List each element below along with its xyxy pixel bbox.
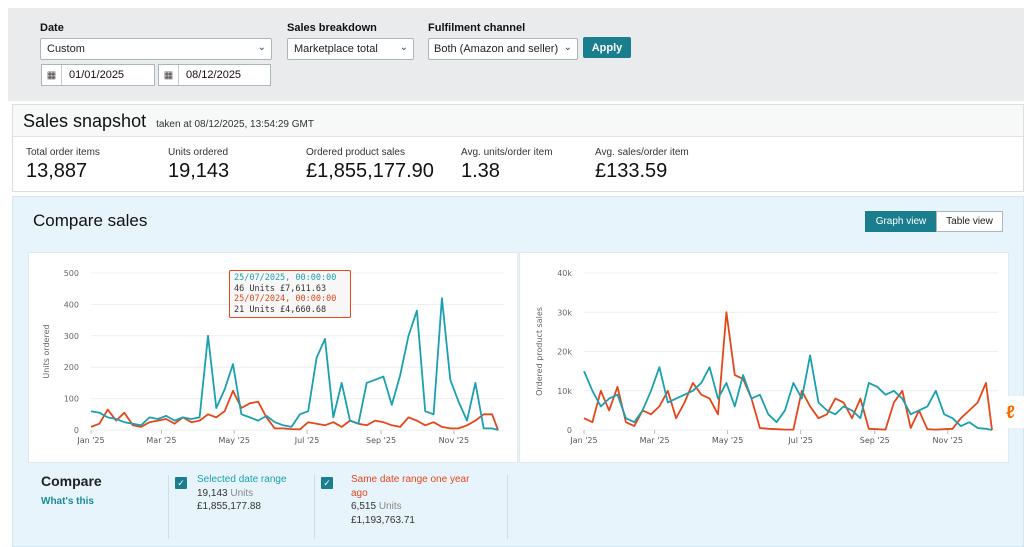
metric-label: Avg. sales/order item [595, 147, 689, 158]
date-select[interactable]: Custom ⌄ [40, 38, 272, 60]
breakdown-select-value: Marketplace total [294, 43, 378, 55]
selected-range-label: Selected date range [197, 474, 287, 485]
date-select-value: Custom [47, 43, 85, 55]
snapshot-title: Sales snapshot [23, 111, 147, 131]
selected-range-line [90, 297, 499, 431]
units-word: Units [378, 501, 402, 512]
compare-sales-section: Compare sales Graph view Table view 0 100… [12, 196, 1024, 547]
end-date-field[interactable]: ▦ 08/12/2025 [158, 64, 271, 86]
tooltip-value-previous: 21 Units £4,660.68 [234, 304, 327, 315]
metric-avg-units: Avg. units/order item 1.38 [461, 147, 553, 183]
metric-label: Avg. units/order item [461, 147, 553, 158]
metric-label: Ordered product sales [306, 147, 405, 158]
units-chart: 0 100 200 300 400 500 Jan '25 Mar '25 May '25 Jul… [28, 252, 518, 463]
x-tick-label: Jan '25 [76, 436, 104, 445]
previous-year-line [90, 389, 499, 431]
metric-units-ordered: Units ordered 19,143 [168, 147, 229, 183]
chevron-down-icon: ⌄ [257, 42, 266, 53]
start-date-value: 01/01/2025 [69, 69, 125, 81]
y-tick-label: 200 [64, 363, 79, 372]
filter-panel: Date Custom ⌄ ▦ 01/01/2025 ▦ 08/12/2025 Sal… [8, 8, 1024, 101]
chevron-down-icon: ⌄ [563, 42, 572, 53]
selected-units: 19,143 [197, 487, 228, 499]
x-tick-label: Sep '25 [860, 436, 890, 445]
units-word: Units [230, 487, 254, 499]
y-tick-label: 40k [557, 269, 572, 278]
chevron-down-icon: ⌄ [399, 42, 408, 53]
metric-total-order-items: Total order items 13,887 [26, 147, 100, 183]
compare-legend: Compare What's this ✓ Selected date rang… [13, 467, 1024, 547]
sales-chart-svg: 0 10k 20k 30k 40k Jan '25 Mar '25 May '25 Jul '2… [535, 269, 998, 445]
chart-tooltip: 25/07/2025, 00:00:00 46 Units £7,611.63 … [229, 270, 351, 318]
calendar-icon[interactable]: ▦ [159, 65, 179, 85]
breakdown-select[interactable]: Marketplace total ⌄ [287, 38, 414, 60]
channel-label: Fulfilment channel [428, 22, 526, 34]
previous-range-label: Same date range one year ago [351, 474, 470, 499]
graph-view-button[interactable]: Graph view [865, 211, 937, 232]
apply-button[interactable]: Apply [583, 37, 631, 58]
metric-label: Units ordered [168, 147, 229, 158]
y-tick-label: 10k [557, 387, 572, 396]
divider [507, 475, 508, 539]
metric-value: 1.38 [461, 160, 500, 182]
compare-title: Compare sales [33, 211, 148, 230]
units-chart-svg: 0 100 200 300 400 500 Jan '25 Mar '25 May '25 Jul… [42, 269, 504, 445]
x-tick-label: Nov '25 [439, 436, 470, 445]
selected-range-line [583, 354, 993, 431]
y-tick-label: 30k [557, 308, 572, 317]
y-tick-label: 400 [64, 300, 79, 309]
calendar-icon[interactable]: ▦ [42, 65, 62, 85]
date-label: Date [40, 22, 64, 34]
metric-value: 19,143 [168, 160, 230, 182]
divider [314, 475, 315, 539]
x-tick-label: Nov '25 [932, 436, 963, 445]
y-tick-label: 20k [557, 348, 572, 357]
legend-title: Compare [41, 473, 102, 489]
breakdown-label: Sales breakdown [287, 22, 377, 34]
previous-year-line [583, 311, 993, 431]
end-date-value: 08/12/2025 [186, 69, 242, 81]
y-tick-label: 0 [74, 426, 79, 435]
tooltip-value-current: 46 Units £7,611.63 [234, 283, 327, 294]
divider [168, 475, 169, 539]
selected-sales: £1,855,177.88 [197, 501, 261, 512]
x-tick-label: Jul '25 [294, 436, 320, 445]
y-axis-label: Ordered product sales [535, 307, 544, 396]
metric-value: 13,887 [26, 160, 88, 182]
x-tick-label: May '25 [712, 436, 743, 445]
sales-chart: 0 10k 20k 30k 40k Jan '25 Mar '25 May '25 Jul '2… [519, 252, 1009, 463]
start-date-field[interactable]: ▦ 01/01/2025 [41, 64, 155, 86]
selected-range-checkbox[interactable]: ✓ [175, 477, 187, 489]
previous-range-checkbox[interactable]: ✓ [321, 477, 333, 489]
snapshot-timestamp: taken at 08/12/2025, 13:54:29 GMT [156, 119, 314, 130]
tooltip-date-previous: 25/07/2024, 00:00:00 [234, 294, 337, 304]
x-tick-label: Mar '25 [640, 436, 670, 445]
y-tick-label: 300 [64, 332, 79, 341]
previous-units: 6,515 [351, 501, 377, 512]
y-tick-label: 500 [64, 269, 79, 278]
x-tick-label: Jul '25 [787, 436, 813, 445]
y-tick-label: 0 [567, 426, 572, 435]
whats-this-link[interactable]: What's this [41, 496, 94, 507]
metric-ordered-product-sales: Ordered product sales £1,855,177.90 [306, 147, 434, 183]
previous-sales: £1,193,763.71 [351, 514, 415, 526]
metric-value: £1,855,177.90 [306, 160, 434, 182]
metric-label: Total order items [26, 147, 100, 158]
floating-assistant-icon[interactable]: ℓ [997, 396, 1024, 428]
metric-value: £133.59 [595, 160, 668, 182]
channel-select[interactable]: Both (Amazon and seller) ⌄ [428, 38, 578, 60]
y-axis-label: Units ordered [42, 324, 51, 378]
x-tick-label: Mar '25 [146, 436, 176, 445]
x-tick-label: Jan '25 [569, 436, 597, 445]
table-view-button[interactable]: Table view [936, 211, 1003, 232]
metric-avg-sales: Avg. sales/order item £133.59 [595, 147, 689, 183]
y-tick-label: 100 [64, 395, 79, 404]
x-tick-label: Sep '25 [366, 436, 396, 445]
tooltip-date-current: 25/07/2025, 00:00:00 [234, 273, 337, 283]
channel-select-value: Both (Amazon and seller) [434, 43, 559, 55]
x-tick-label: May '25 [219, 436, 250, 445]
sales-snapshot: Sales snapshot taken at 08/12/2025, 13:54… [12, 104, 1024, 192]
